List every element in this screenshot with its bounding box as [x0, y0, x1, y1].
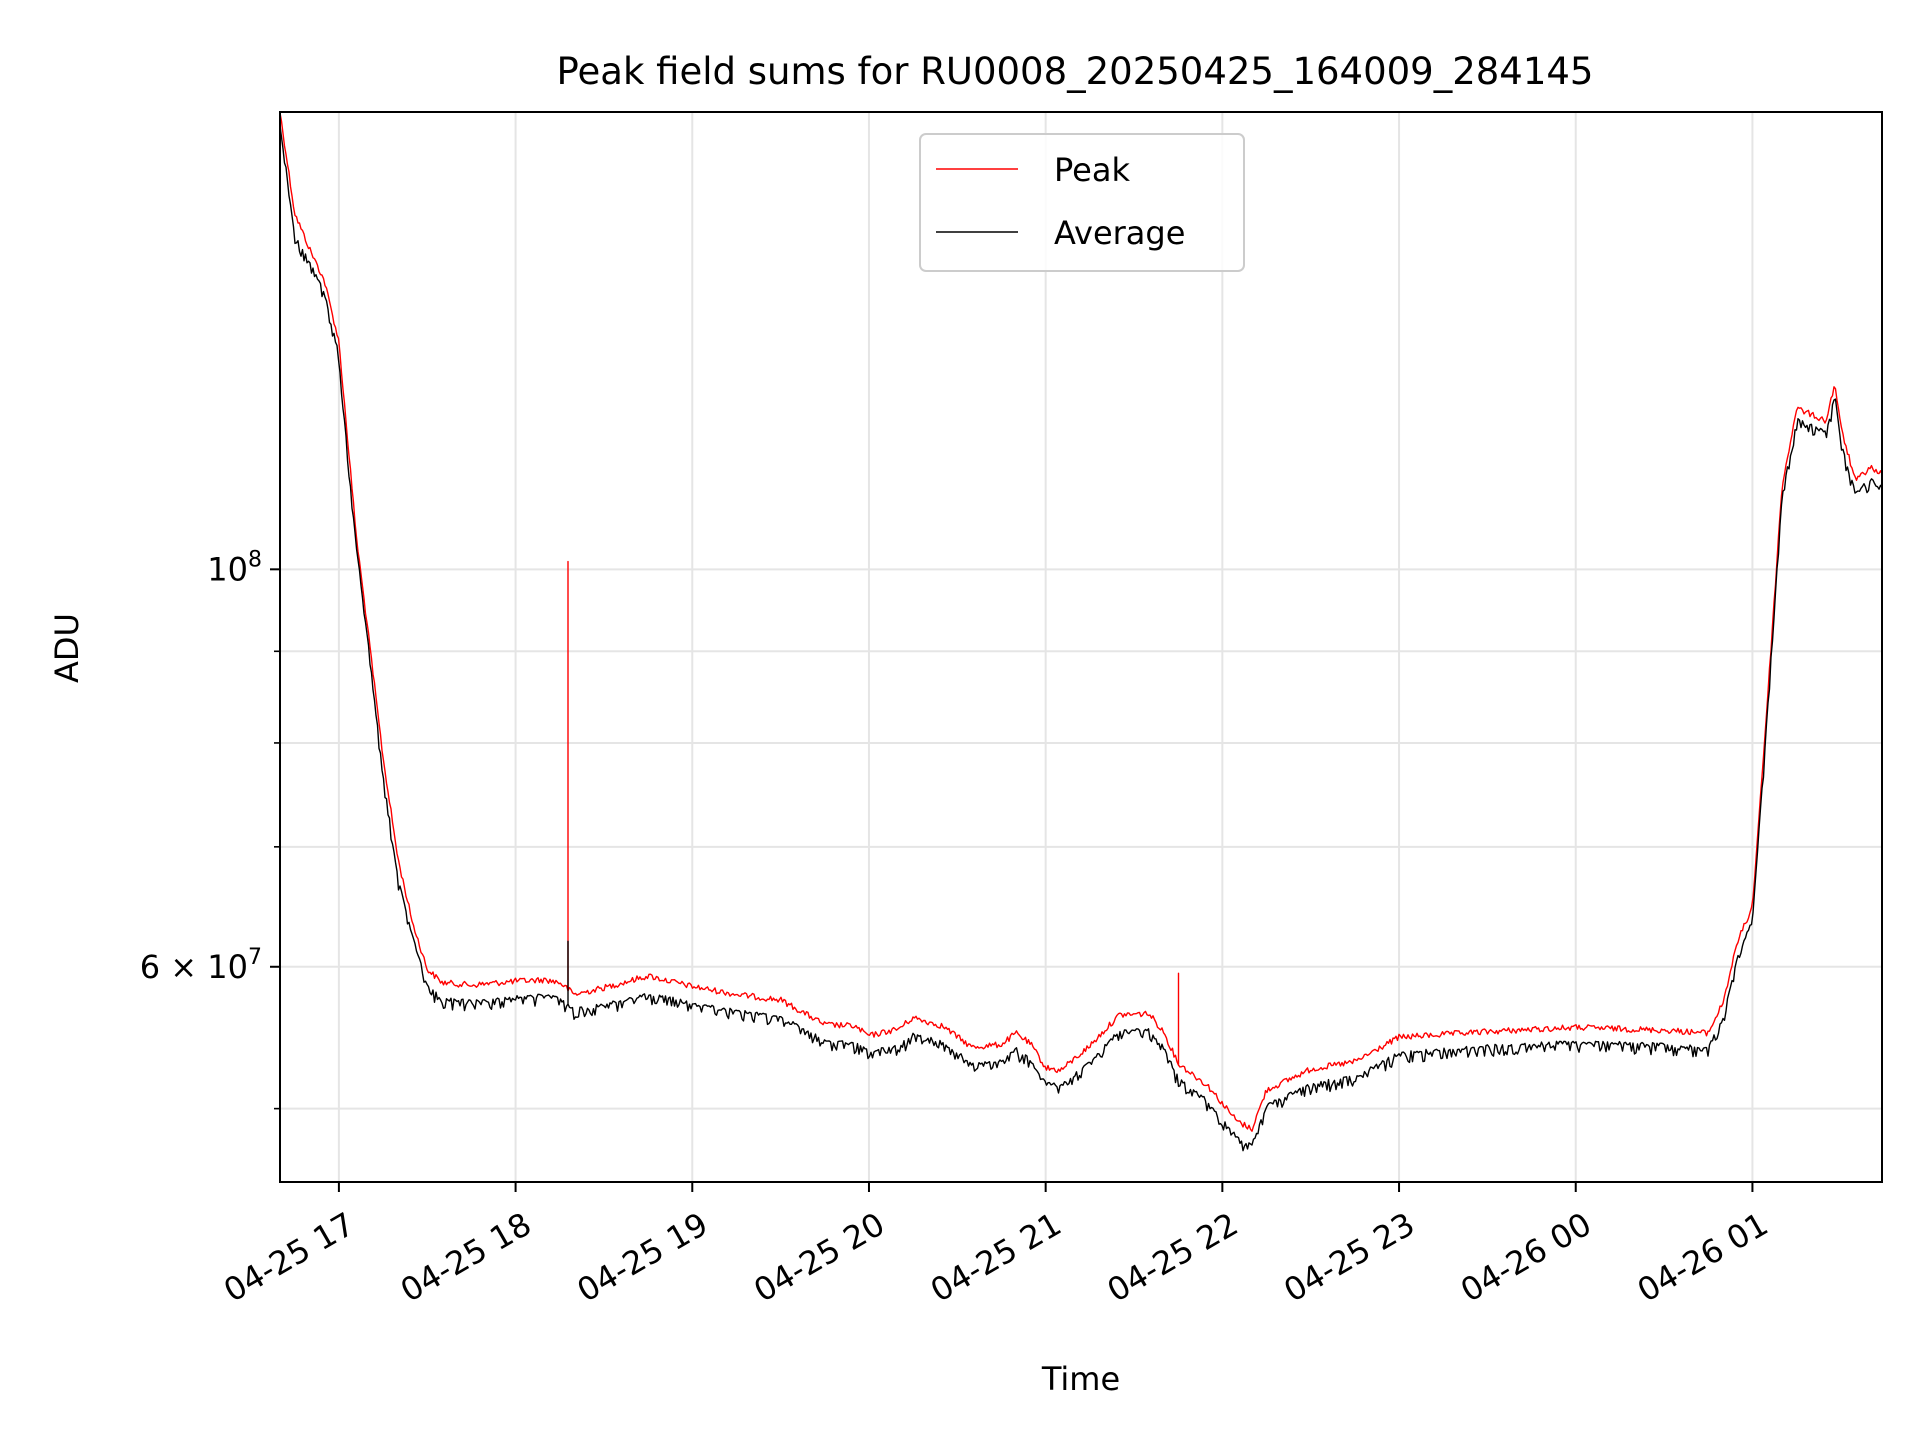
legend-label-average: Average: [1054, 214, 1185, 252]
y-tick-label: 108: [207, 547, 262, 588]
chart-title: Peak field sums for RU0008_20250425_1640…: [557, 50, 1594, 93]
series-line-peak: [280, 112, 1882, 1132]
series-line-average: [280, 125, 1882, 1152]
legend: Peak Average: [919, 133, 1245, 272]
legend-label-peak: Peak: [1054, 151, 1130, 189]
x-axis-label: Time: [1041, 1360, 1120, 1398]
y-axis-label: ADU: [48, 613, 86, 683]
y-tick-label: 6 × 107: [140, 945, 262, 986]
plot-frame: [279, 111, 1883, 1183]
series-layer: [280, 112, 1882, 1152]
grid: [280, 112, 1882, 1182]
